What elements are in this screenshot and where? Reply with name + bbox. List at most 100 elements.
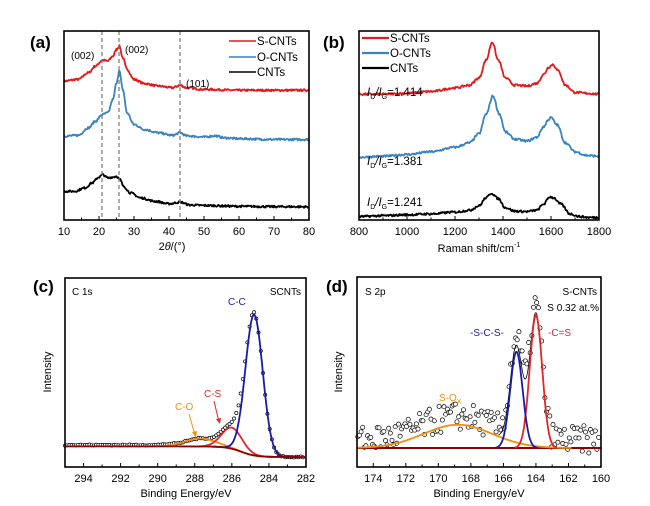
legend-b-label-cnts: CNTs — [390, 63, 418, 75]
data-point — [232, 416, 237, 421]
arrow-c-s — [213, 400, 221, 424]
data-point — [368, 434, 374, 440]
data-point — [480, 432, 486, 438]
data-point — [563, 441, 569, 447]
data-point — [431, 418, 437, 424]
panel-b-plot-area — [358, 41, 600, 220]
x-tick-label: 60 — [233, 226, 245, 238]
panel-c-sample: SCNTs — [270, 287, 301, 298]
data-point — [229, 419, 234, 424]
data-point — [397, 433, 403, 439]
panel-d-x-ticks: 174 172 170 168 166 164 162 160 — [364, 463, 610, 485]
ratio-label-o-cnts: ID/IG=1.381 — [367, 156, 423, 170]
data-point — [376, 425, 382, 431]
x-tick-label: 1600 — [539, 226, 563, 238]
peak-label-s-c-s: -S-C-S- — [470, 328, 504, 339]
x-tick-label: 166 — [494, 473, 512, 485]
data-point — [492, 415, 497, 421]
data-point — [461, 407, 466, 413]
data-point — [561, 426, 567, 432]
series-line-s-cnts — [63, 44, 310, 93]
data-point — [483, 412, 489, 418]
data-point — [456, 414, 462, 420]
data-point — [381, 428, 387, 434]
legend-a: S-CNTs O-CNTs CNTs — [229, 36, 298, 79]
data-point — [555, 439, 561, 445]
data-point — [547, 413, 553, 419]
data-point — [514, 337, 520, 343]
data-point — [358, 429, 364, 435]
data-point — [472, 419, 478, 425]
series-line-cnts — [63, 173, 310, 209]
peak-label-c-double-s: -C=S — [548, 328, 571, 339]
panel-d-sample: S-CNTs — [563, 287, 597, 298]
x-tick-label: 40 — [163, 226, 175, 238]
panel-d-sulfur-content: S 0.32 at.% — [547, 303, 599, 314]
data-point — [441, 404, 447, 410]
data-point — [579, 448, 585, 454]
x-tick-label: 174 — [364, 473, 382, 485]
annotation-002-left: (002) — [71, 51, 94, 62]
legend-b-label-s-cnts: S-CNTs — [390, 33, 430, 45]
data-point — [493, 429, 499, 435]
data-point — [360, 424, 366, 430]
data-point — [392, 424, 398, 430]
data-point — [566, 435, 572, 441]
x-tick-label: 288 — [186, 473, 204, 485]
panel-b-raman: (b) S-CNTs O-CNTs CNTs ID/IG=1.414 ID/IG… — [323, 30, 611, 255]
data-point — [591, 441, 597, 447]
peak-label-c-c: C-C — [228, 297, 246, 308]
peak-label-s-ox: S-OX — [439, 393, 462, 406]
panel-d-plot-area — [355, 295, 602, 456]
data-point — [467, 414, 473, 420]
panel-d-xlabel: Binding Energy/eV — [433, 488, 525, 500]
panel-label-b: (b) — [323, 33, 345, 52]
panel-d-title: S 2p — [365, 287, 386, 298]
panel-c-xps-c1s: (c) C 1s SCNTs C-C C-S C-O 294 292 290 288 2… — [33, 277, 315, 500]
x-tick-label: 800 — [350, 226, 368, 238]
series-line-o-cnts — [358, 94, 600, 159]
x-tick-label: 172 — [397, 473, 415, 485]
x-tick-label: 170 — [429, 473, 447, 485]
data-point — [464, 416, 470, 422]
data-point — [452, 401, 458, 407]
panel-b-xlabel: Raman shift/cm-1 — [438, 242, 521, 255]
peak-label-c-o: C-O — [175, 402, 194, 413]
x-tick-label: 70 — [268, 226, 280, 238]
legend-b: S-CNTs O-CNTs CNTs — [362, 33, 431, 75]
data-point — [534, 300, 540, 306]
x-tick-label: 50 — [198, 226, 210, 238]
panel-c-x-ticks: 294 292 290 288 286 284 282 — [74, 463, 315, 485]
data-point — [535, 305, 541, 311]
data-point — [532, 295, 538, 301]
data-point — [558, 431, 564, 437]
series-line-cnts — [358, 192, 599, 220]
ratio-label-s-cnts: ID/IG=1.414 — [367, 87, 423, 101]
x-tick-label: 294 — [74, 473, 92, 485]
data-point — [495, 410, 501, 416]
data-point — [526, 340, 532, 345]
panel-d-ylabel: Intensity — [333, 351, 345, 392]
panel-c-title: C 1s — [72, 287, 93, 298]
annotation-101: (101) — [186, 79, 209, 90]
data-point — [519, 348, 525, 354]
fit-component-s-ox — [357, 423, 572, 449]
data-point — [516, 329, 522, 335]
x-tick-label: 284 — [260, 473, 278, 485]
data-point — [383, 438, 388, 444]
x-tick-label: 286 — [223, 473, 241, 485]
panel-c-frame — [64, 277, 307, 468]
x-tick-label: 290 — [149, 473, 167, 485]
data-point — [438, 429, 444, 435]
data-point — [596, 434, 602, 440]
panel-label-a: (a) — [30, 33, 51, 52]
x-tick-label: 30 — [128, 226, 140, 238]
x-tick-label: 160 — [592, 473, 610, 485]
panel-c-plot-area — [63, 310, 306, 460]
x-tick-label: 292 — [111, 473, 129, 485]
x-tick-label: 1000 — [395, 226, 419, 238]
peak-label-c-s: C-S — [204, 389, 222, 400]
panel-a-x-ticks: 10 20 30 40 50 60 70 80 — [58, 216, 315, 238]
data-point — [236, 403, 241, 408]
